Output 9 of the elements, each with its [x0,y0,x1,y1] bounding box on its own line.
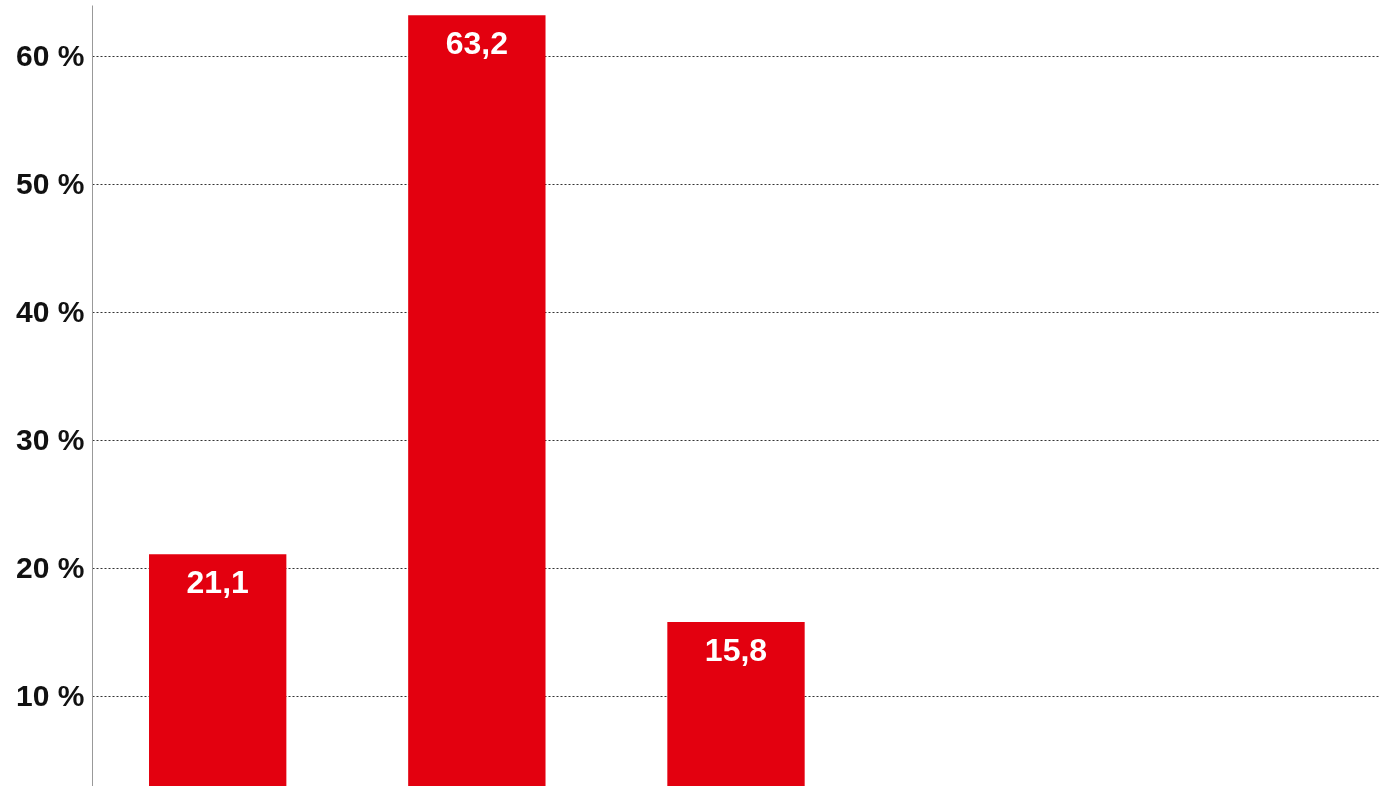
data-label: 63,2 [445,25,508,62]
y-tick-label: 60 % [16,38,85,72]
data-label: 15,8 [704,632,768,669]
y-tick-label: 40 % [16,294,85,328]
data-label: 21,1 [186,564,249,601]
y-tick-label: 30 % [16,422,85,456]
y-tick-label: 20 % [16,550,85,584]
y-tick-label: 50 % [16,166,85,200]
y-tick-label: 10 % [16,678,85,712]
